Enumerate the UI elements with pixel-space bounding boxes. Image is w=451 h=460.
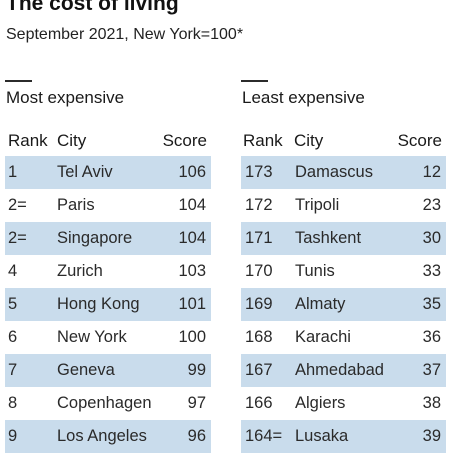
chart-subtitle: September 2021, New York=100*	[6, 26, 244, 43]
table-row: 173 Damascus 12	[241, 156, 446, 189]
table-row: 6 New York 100	[5, 321, 211, 354]
header-score: Score	[397, 131, 442, 150]
cell-score: 33	[422, 262, 441, 280]
cell-rank: 167	[245, 361, 273, 379]
table-row: 1 Tel Aviv 106	[5, 156, 211, 189]
cell-rank: 2=	[8, 229, 27, 247]
table-row: 9 Los Angeles 96	[5, 420, 211, 453]
table-row: 167 Ahmedabad 37	[241, 354, 446, 387]
table-row: 7 Geneva 99	[5, 354, 211, 387]
table-row: 2= Paris 104	[5, 189, 211, 222]
cell-rank: 1	[8, 163, 18, 181]
cell-city: Copenhagen	[57, 394, 152, 412]
cell-rank: 168	[245, 328, 273, 346]
cell-rank: 171	[245, 229, 273, 247]
cell-rank: 2=	[8, 196, 27, 214]
header-rank: Rank	[243, 131, 283, 150]
cell-rank: 172	[245, 196, 273, 214]
cell-score: 96	[187, 427, 206, 445]
cell-score: 103	[178, 262, 206, 280]
header-rank: Rank	[8, 131, 48, 150]
cell-score: 12	[422, 163, 441, 181]
header-city: City	[294, 131, 324, 150]
cell-score: 35	[422, 295, 441, 313]
table-row: 4 Zurich 103	[5, 255, 211, 288]
table-row: 5 Hong Kong 101	[5, 288, 211, 321]
cell-rank: 173	[245, 163, 273, 181]
cell-score: 104	[178, 229, 206, 247]
cell-city: Lusaka	[295, 427, 349, 445]
cell-score: 101	[178, 295, 206, 313]
cell-rank: 7	[8, 361, 18, 379]
table-row: 2= Singapore 104	[5, 222, 211, 255]
cell-city: New York	[57, 328, 127, 346]
cell-score: 36	[422, 328, 441, 346]
table-row: 168 Karachi 36	[241, 321, 446, 354]
cell-rank: 169	[245, 295, 273, 313]
cell-score: 99	[187, 361, 206, 379]
section-rule	[5, 80, 32, 82]
chart-title: The cost of living	[6, 0, 179, 15]
section-rule	[241, 80, 268, 82]
cell-city: Geneva	[57, 361, 115, 379]
cell-rank: 8	[8, 394, 18, 412]
cell-rank: 5	[8, 295, 18, 313]
cell-rank: 170	[245, 262, 273, 280]
cell-score: 23	[422, 196, 441, 214]
cell-city: Tashkent	[295, 229, 362, 247]
cell-rank: 4	[8, 262, 18, 280]
table-row: 8 Copenhagen 97	[5, 387, 211, 420]
cell-city: Tripoli	[295, 196, 340, 214]
cell-city: Damascus	[295, 163, 373, 181]
cell-city: Tunis	[295, 262, 335, 280]
cell-score: 100	[178, 328, 206, 346]
cell-city: Karachi	[295, 328, 351, 346]
cell-city: Singapore	[57, 229, 133, 247]
cell-city: Algiers	[295, 394, 346, 412]
cell-score: 97	[187, 394, 206, 412]
section-title-most-expensive: Most expensive	[6, 88, 125, 107]
table-row: 166 Algiers 38	[241, 387, 446, 420]
table-row: 172 Tripoli 23	[241, 189, 446, 222]
table-row: 169 Almaty 35	[241, 288, 446, 321]
cell-score: 104	[178, 196, 206, 214]
cell-city: Hong Kong	[57, 295, 140, 313]
table-body: 173 Damascus 12 172 Tripoli 23 171 Tashkent 30 17…	[241, 156, 446, 453]
header-score: Score	[162, 131, 207, 150]
table-body: 1 Tel Aviv 106 2= Paris 104 2= Singapore 104 4 Zur…	[5, 156, 211, 453]
cell-score: 38	[422, 394, 441, 412]
table-row: 164= Lusaka 39	[241, 420, 446, 453]
cell-city: Zurich	[57, 262, 103, 280]
table-header: Rank City Score	[241, 129, 446, 153]
section-title-least-expensive: Least expensive	[242, 88, 365, 107]
cell-rank: 166	[245, 394, 273, 412]
cell-city: Los Angeles	[57, 427, 147, 445]
cell-rank: 164=	[245, 427, 283, 445]
cell-city: Ahmedabad	[295, 361, 384, 379]
cell-city: Almaty	[295, 295, 346, 313]
cell-score: 30	[422, 229, 441, 247]
table-row: 171 Tashkent 30	[241, 222, 446, 255]
cell-score: 106	[178, 163, 206, 181]
cell-city: Paris	[57, 196, 95, 214]
table-row: 170 Tunis 33	[241, 255, 446, 288]
table-header: Rank City Score	[5, 129, 211, 153]
header-city: City	[57, 131, 87, 150]
cell-score: 39	[422, 427, 441, 445]
cell-city: Tel Aviv	[57, 163, 113, 181]
cell-score: 37	[422, 361, 441, 379]
cell-rank: 9	[8, 427, 18, 445]
cell-rank: 6	[8, 328, 18, 346]
